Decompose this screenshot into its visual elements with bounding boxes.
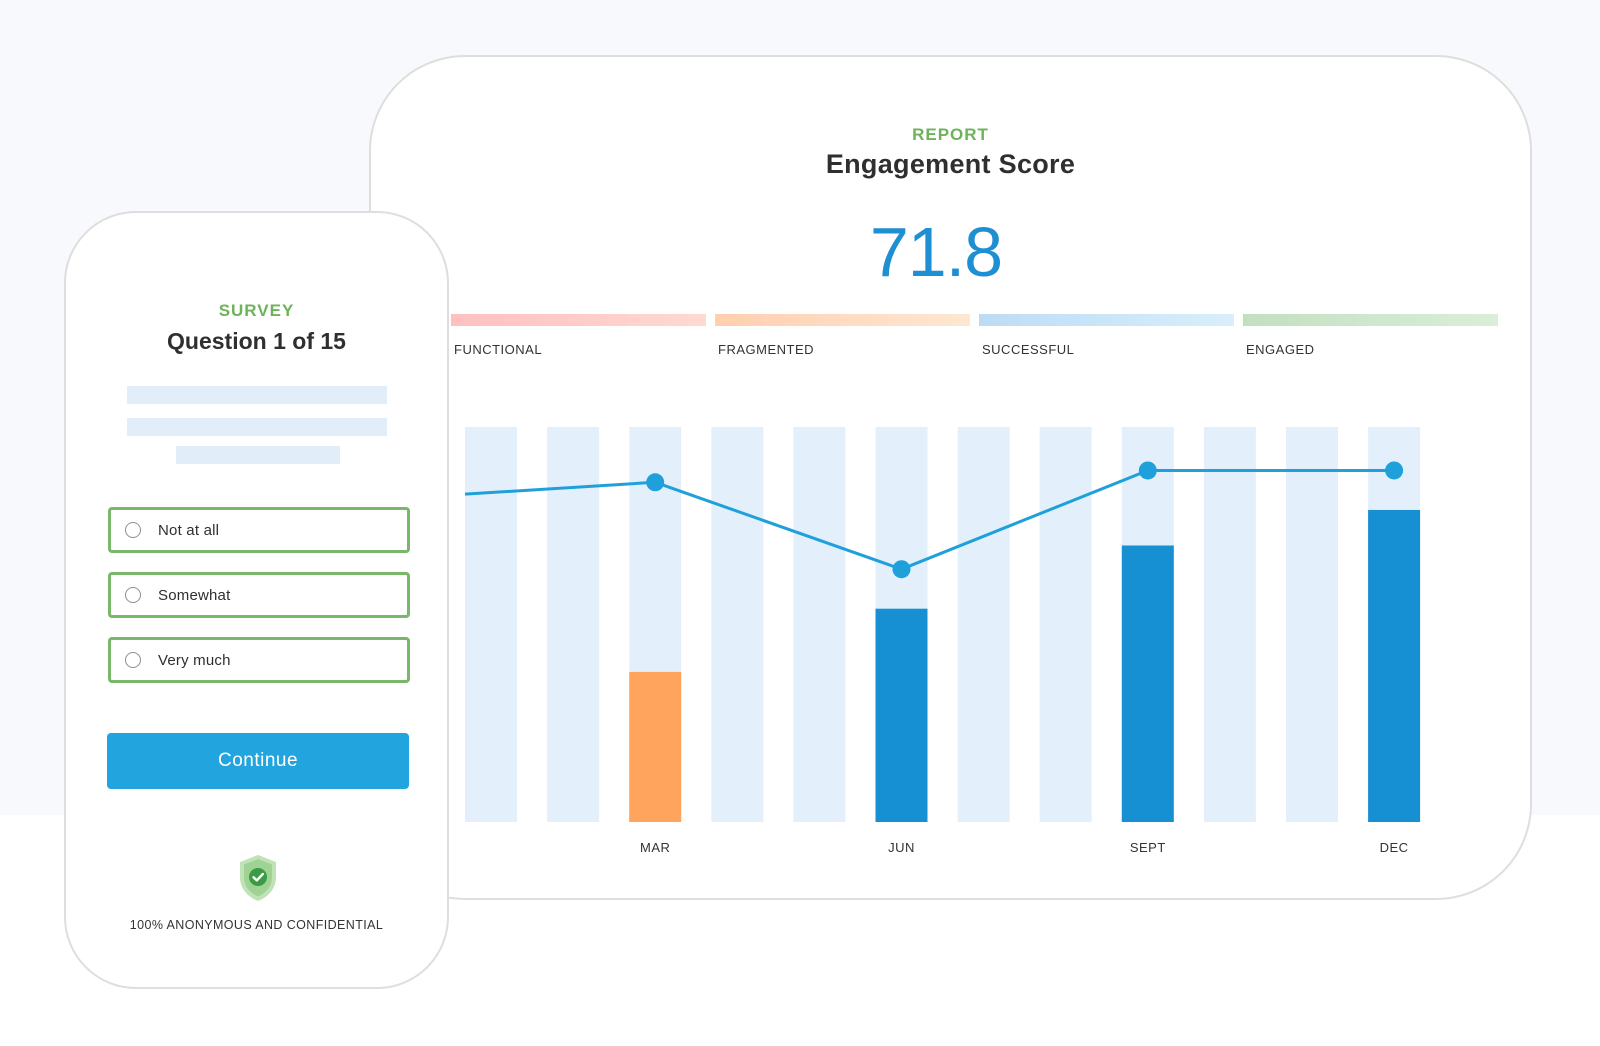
radio-button[interactable] — [125, 522, 141, 538]
legend-bar-successful — [979, 314, 1234, 326]
survey-tag: SURVEY — [218, 301, 295, 320]
bar-track — [1039, 427, 1092, 822]
bar-jun — [875, 608, 928, 822]
legend-bar-engaged — [1243, 314, 1498, 326]
anonymous-note: 100% ANONYMOUS AND CONFIDENTIAL — [129, 918, 384, 932]
legend-label: SUCCESSFUL — [982, 342, 1074, 357]
question-text-placeholder — [176, 446, 340, 464]
bar-track — [957, 427, 1010, 822]
legend: FUNCTIONAL FRAGMENTED SUCCESSFUL ENGAGED — [451, 314, 1498, 357]
x-axis-ticks: MAR JUN SEPT DEC — [640, 840, 1409, 855]
legend-label: FRAGMENTED — [718, 342, 814, 357]
option-somewhat[interactable]: Somewhat — [108, 572, 410, 618]
option-label: Not at all — [158, 521, 220, 539]
bar-sept — [1121, 545, 1174, 822]
x-tick-label: MAR — [640, 840, 670, 855]
radio-button[interactable] — [125, 652, 141, 668]
trend-point-sept — [1138, 461, 1157, 480]
x-tick-label: SEPT — [1130, 840, 1166, 855]
report-card: REPORT Engagement Score 71.8 FUNCTIONAL F… — [369, 55, 1532, 900]
legend-bar-fragmented — [715, 314, 970, 326]
bar-tracks — [465, 427, 1421, 822]
legend-label: ENGAGED — [1246, 342, 1315, 357]
legend-bar-functional — [451, 314, 706, 326]
trend-point-mar — [646, 473, 665, 492]
survey-card: SURVEY Question 1 of 15 Not at all Somew… — [64, 211, 449, 989]
x-tick-label: JUN — [888, 840, 915, 855]
option-label: Very much — [158, 651, 231, 669]
question-text-placeholder — [127, 418, 387, 436]
question-counter: Question 1 of 15 — [167, 328, 346, 354]
shield-check-icon — [240, 855, 276, 901]
engagement-chart: FUNCTIONAL FRAGMENTED SUCCESSFUL ENGAGED MA… — [451, 314, 1498, 855]
radio-button[interactable] — [125, 587, 141, 603]
option-very-much[interactable]: Very much — [108, 637, 410, 683]
option-label: Somewhat — [158, 586, 231, 604]
trend-point-dec — [1385, 461, 1404, 480]
legend-label: FUNCTIONAL — [454, 342, 542, 357]
bar-track — [711, 427, 764, 822]
bar-track — [465, 427, 517, 822]
trend-point-jun — [892, 560, 911, 579]
continue-button[interactable]: Continue — [107, 733, 409, 789]
x-tick-label: DEC — [1380, 840, 1409, 855]
trend-line — [464, 461, 1404, 579]
bar-track — [1203, 427, 1256, 822]
report-title: Engagement Score — [825, 149, 1076, 179]
bar-mar — [629, 671, 682, 822]
bar-track — [1286, 427, 1338, 822]
bar-dec — [1368, 509, 1421, 822]
report-tag: REPORT — [912, 125, 989, 144]
option-not-at-all[interactable]: Not at all — [108, 507, 410, 553]
bars — [629, 509, 1421, 822]
bar-track — [547, 427, 600, 822]
engagement-score: 71.8 — [869, 213, 1003, 291]
question-text-placeholder — [127, 386, 387, 404]
bar-track — [793, 427, 846, 822]
